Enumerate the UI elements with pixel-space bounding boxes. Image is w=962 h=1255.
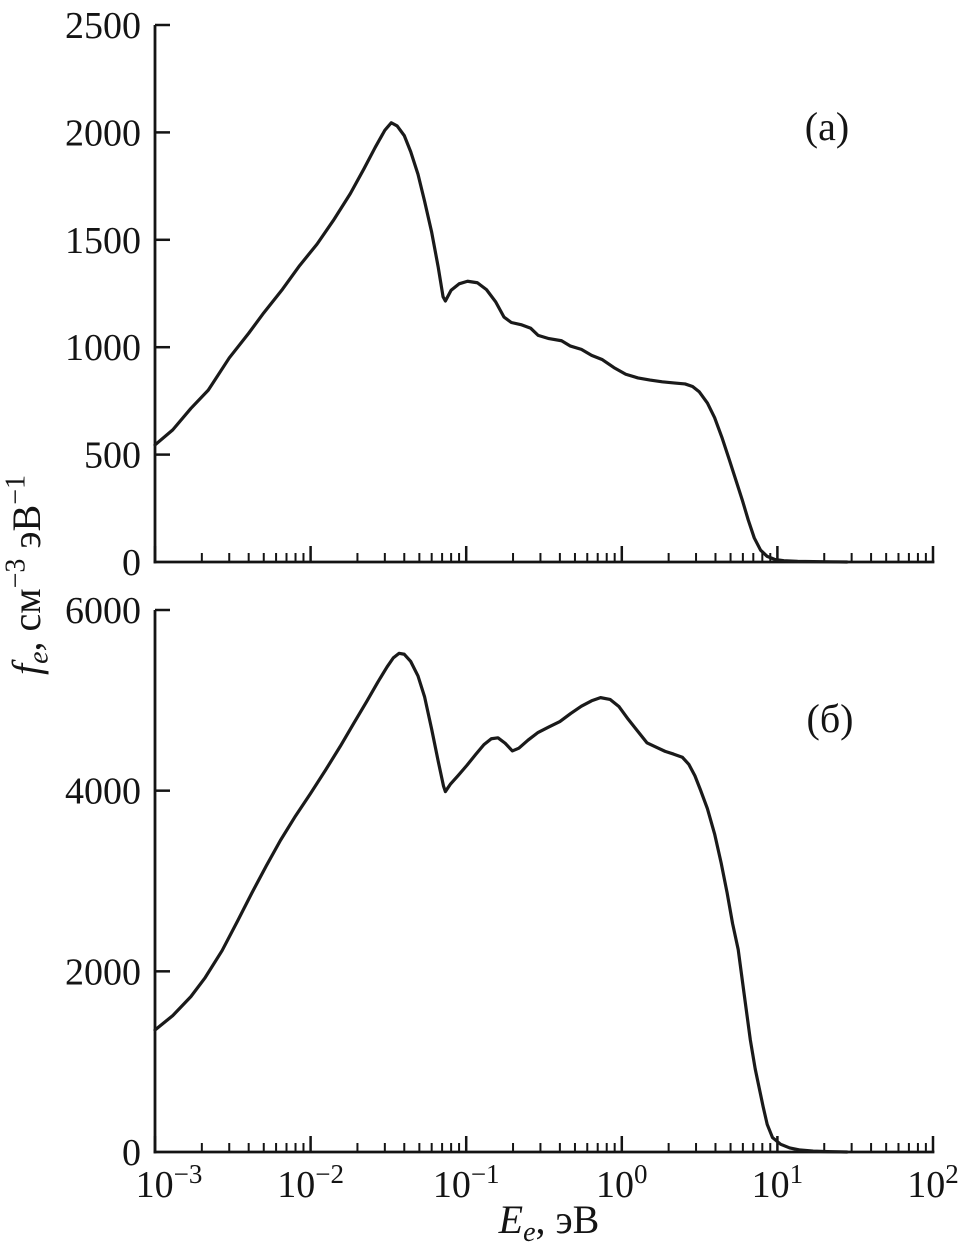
x-tick-label: 10−3	[136, 1159, 203, 1206]
x-tick-label: 101	[752, 1159, 804, 1206]
y-tick-label: 1500	[65, 220, 141, 262]
panel-a-label: (а)	[804, 104, 850, 149]
x-tick-label: 10−1	[433, 1159, 500, 1206]
panel-b-group: 0 2000 4000 6000 10−3 10−2 10−1 100 101 102	[65, 590, 959, 1206]
label-segment: f	[3, 663, 49, 676]
y-tick-label: 2000	[65, 112, 141, 154]
label-segment: , эВ	[535, 1197, 600, 1242]
y-tick-label: 1000	[65, 327, 141, 369]
x-axis-label: Ee, эВ	[499, 1200, 600, 1247]
y-tick-label: 0	[122, 1132, 141, 1174]
label-segment: e	[23, 651, 55, 664]
y-axis-label: fe, см−3 эВ−1	[0, 474, 55, 676]
label-segment: , см	[3, 588, 49, 652]
x-tick-label: 102	[907, 1159, 959, 1206]
label-segment: −3	[0, 558, 32, 589]
x-tick-label: 10−2	[277, 1159, 344, 1206]
x-tick-label: 100	[596, 1159, 648, 1206]
panel-b-label: (б)	[806, 696, 854, 741]
label-segment: −1	[0, 474, 32, 505]
distribution-curve	[153, 651, 849, 1154]
y-tick-label: 2000	[65, 951, 141, 993]
panel-a-group: 0 500 1000 1500 2000 2500	[65, 5, 935, 584]
y-tick-label: 500	[84, 435, 141, 477]
y-tick-label: 0	[122, 542, 141, 584]
y-tick-label: 6000	[65, 590, 141, 632]
y-tick-label: 2500	[65, 5, 141, 47]
label-segment: E	[498, 1197, 524, 1242]
distribution-curve	[153, 121, 849, 564]
y-tick-label: 4000	[65, 771, 141, 813]
label-segment: e	[523, 1216, 536, 1248]
label-segment: эВ	[3, 504, 49, 559]
